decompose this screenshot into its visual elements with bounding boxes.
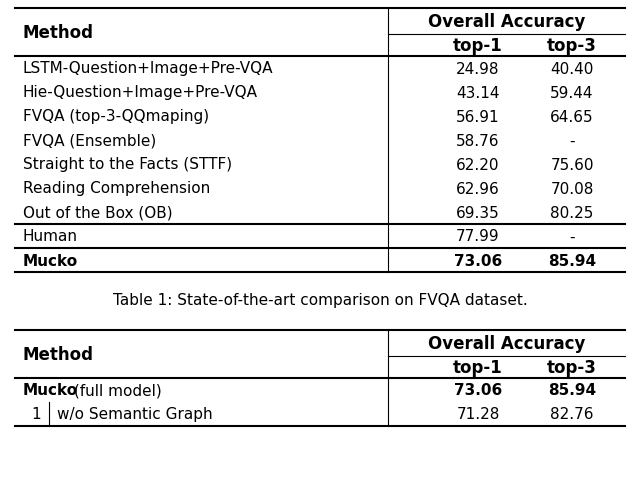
Text: LSTM-Question+Image+Pre-VQA: LSTM-Question+Image+Pre-VQA (23, 61, 273, 76)
Text: 85.94: 85.94 (548, 253, 596, 268)
Text: top-3: top-3 (547, 358, 597, 376)
Text: 80.25: 80.25 (550, 205, 594, 220)
Text: w/o Semantic Graph: w/o Semantic Graph (57, 407, 212, 421)
Text: -: - (569, 229, 575, 244)
Text: 82.76: 82.76 (550, 407, 594, 421)
Text: 58.76: 58.76 (456, 133, 500, 148)
Text: FVQA (Ensemble): FVQA (Ensemble) (23, 133, 156, 148)
Text: top-1: top-1 (453, 358, 503, 376)
Text: 1: 1 (31, 407, 41, 421)
Text: 73.06: 73.06 (454, 383, 502, 397)
Text: FVQA (top-3-QQmaping): FVQA (top-3-QQmaping) (23, 109, 209, 124)
Text: top-3: top-3 (547, 37, 597, 55)
Text: 59.44: 59.44 (550, 85, 594, 100)
Text: Human: Human (23, 229, 78, 244)
Text: (full model): (full model) (69, 383, 162, 397)
Text: top-1: top-1 (453, 37, 503, 55)
Text: Method: Method (23, 24, 94, 42)
Text: Overall Accuracy: Overall Accuracy (428, 334, 585, 352)
Text: 85.94: 85.94 (548, 383, 596, 397)
Text: Straight to the Facts (STTF): Straight to the Facts (STTF) (23, 157, 232, 172)
Text: 62.96: 62.96 (456, 181, 500, 196)
Text: Out of the Box (OB): Out of the Box (OB) (23, 205, 173, 220)
Text: Method: Method (23, 345, 94, 363)
Text: Mucko: Mucko (23, 383, 78, 397)
Text: 77.99: 77.99 (456, 229, 500, 244)
Text: 69.35: 69.35 (456, 205, 500, 220)
Text: 71.28: 71.28 (456, 407, 500, 421)
Text: Overall Accuracy: Overall Accuracy (428, 13, 585, 31)
Text: 40.40: 40.40 (550, 61, 594, 76)
Text: 43.14: 43.14 (456, 85, 500, 100)
Text: 56.91: 56.91 (456, 109, 500, 124)
Text: -: - (569, 133, 575, 148)
Text: 24.98: 24.98 (456, 61, 500, 76)
Text: Hie-Question+Image+Pre-VQA: Hie-Question+Image+Pre-VQA (23, 85, 258, 100)
Text: 70.08: 70.08 (550, 181, 594, 196)
Text: Table 1: State-of-the-art comparison on FVQA dataset.: Table 1: State-of-the-art comparison on … (113, 292, 527, 307)
Text: 73.06: 73.06 (454, 253, 502, 268)
Text: Reading Comprehension: Reading Comprehension (23, 181, 211, 196)
Text: 75.60: 75.60 (550, 157, 594, 172)
Text: 62.20: 62.20 (456, 157, 500, 172)
Text: 64.65: 64.65 (550, 109, 594, 124)
Text: Mucko: Mucko (23, 253, 78, 268)
